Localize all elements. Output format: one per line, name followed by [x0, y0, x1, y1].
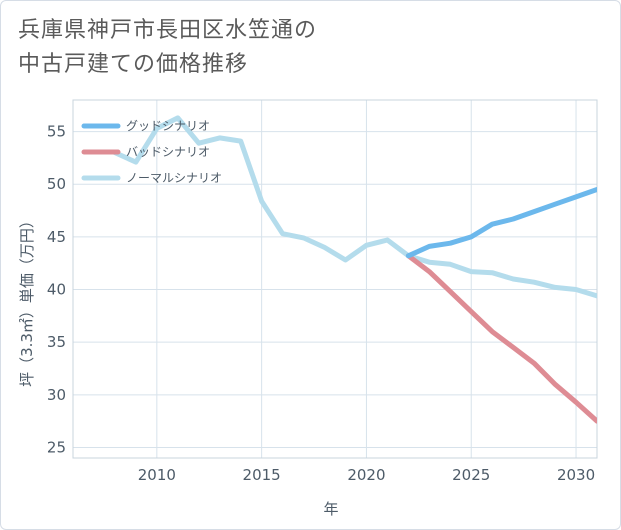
y-tick-label: 25: [47, 438, 66, 456]
y-tick-label: 45: [47, 228, 66, 246]
x-tick-label: 2020: [347, 466, 385, 484]
x-tick-label: 2025: [452, 466, 490, 484]
y-tick-label: 30: [47, 386, 66, 404]
x-tick-label: 2030: [557, 466, 595, 484]
legend-label-2: ノーマルシナリオ: [126, 171, 222, 185]
series-line-0: [405, 187, 597, 259]
x-axis-ticks: 2010 2015 2020 2025 2030: [138, 466, 595, 484]
y-tick-label: 35: [47, 333, 66, 351]
series-line-2: [112, 115, 597, 299]
chart-title: 兵庫県神戸市長田区水笠通の 中古戸建ての価格推移: [18, 14, 317, 82]
x-tick-label: 2010: [138, 466, 176, 484]
legend-label-0: グッドシナリオ: [126, 119, 210, 133]
chart-title-line-1: 兵庫県神戸市長田区水笠通の: [18, 18, 318, 43]
chart-title-line-2: 中古戸建ての価格推移: [18, 52, 249, 77]
plot-area-border: [72, 99, 598, 459]
x-axis-title: 年: [323, 500, 338, 518]
x-tick-label: 2015: [243, 466, 281, 484]
series-line-1: [405, 253, 597, 424]
y-tick-label: 55: [47, 123, 66, 141]
y-tick-label: 50: [47, 175, 66, 193]
y-axis-ticks: 25 30 35 40 45 50 55: [47, 123, 66, 457]
legend-label-1: バッドシナリオ: [126, 145, 210, 159]
y-tick-label: 40: [47, 281, 66, 299]
y-axis-title: 坪（3.3㎡）単価（万円）: [18, 213, 36, 387]
series-layer: [112, 115, 597, 424]
